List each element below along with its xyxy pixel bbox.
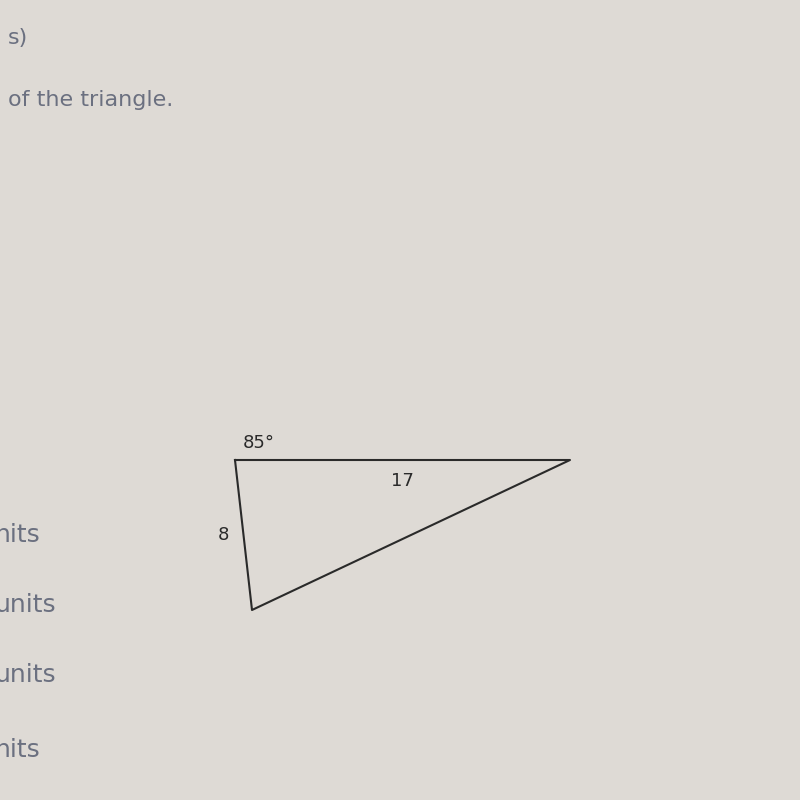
Text: of the triangle.: of the triangle. <box>8 90 174 110</box>
Text: 17: 17 <box>391 472 414 490</box>
Text: units: units <box>0 663 57 687</box>
Text: s): s) <box>8 28 28 48</box>
Text: 8: 8 <box>218 526 230 544</box>
Text: nits: nits <box>0 523 41 547</box>
Text: 85°: 85° <box>243 434 275 452</box>
Text: units: units <box>0 593 57 617</box>
Text: nits: nits <box>0 738 41 762</box>
